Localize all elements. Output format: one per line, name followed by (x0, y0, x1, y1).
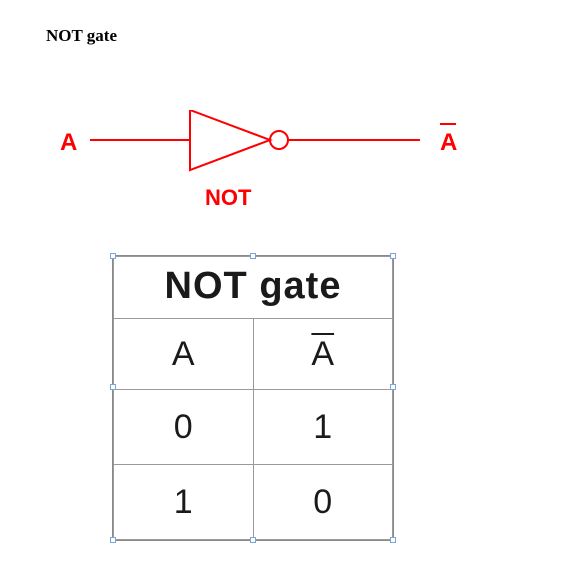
gate-name-label: NOT (205, 185, 252, 210)
selection-handle-icon (110, 253, 116, 259)
col-header-not-a: A (253, 319, 393, 390)
not-gate-diagram: A A NOT (50, 110, 480, 220)
cell-r1c0: 1 (114, 465, 254, 540)
overbar-a: A (311, 335, 334, 373)
table-header-row: A A (114, 319, 393, 390)
selection-handle-icon (110, 384, 116, 390)
selection-handle-icon (390, 253, 396, 259)
selection-handle-icon (250, 253, 256, 259)
selection-handle-icon (390, 537, 396, 543)
truth-table-container: NOT gate A A 0 1 1 0 (112, 255, 394, 541)
page-title: NOT gate (46, 26, 117, 46)
table-row: 0 1 (114, 390, 393, 465)
selection-handle-icon (250, 537, 256, 543)
cell-r1c1: 0 (253, 465, 393, 540)
table-title-row: NOT gate (114, 257, 393, 319)
gate-output-label: A (440, 129, 457, 156)
cell-r0c1: 1 (253, 390, 393, 465)
table-title-cell: NOT gate (114, 257, 393, 319)
cell-r0c0: 0 (114, 390, 254, 465)
col-header-a: A (114, 319, 254, 390)
table-row: 1 0 (114, 465, 393, 540)
gate-triangle (190, 110, 270, 170)
truth-table: NOT gate A A 0 1 1 0 (113, 256, 393, 540)
selection-handle-icon (110, 537, 116, 543)
selection-handle-icon (390, 384, 396, 390)
gate-input-label: A (60, 129, 77, 156)
